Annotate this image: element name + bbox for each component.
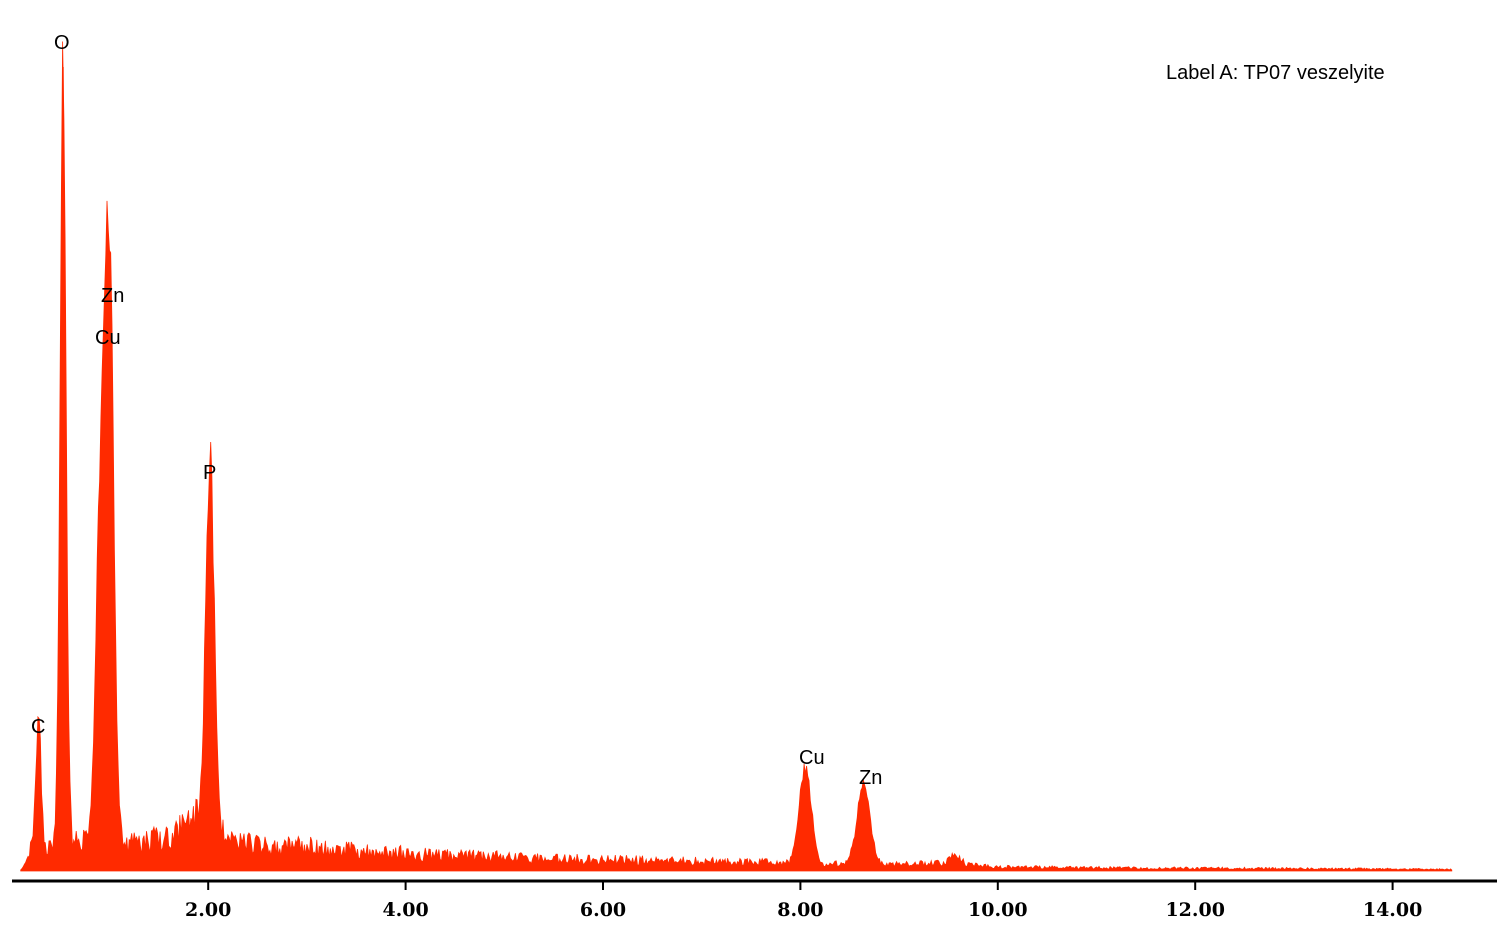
peak-label-zn-k: Zn xyxy=(859,767,882,789)
chart-label: Label A: TP07 veszelyite xyxy=(1166,62,1385,84)
peak-label-cu-l: Cu xyxy=(95,327,121,349)
peak-label-o: O xyxy=(54,32,70,54)
x-tick-label-0: 2.00 xyxy=(185,899,231,921)
peak-label-zn-l: Zn xyxy=(101,285,124,307)
x-tick-label-2: 6.00 xyxy=(580,899,626,921)
x-tick-label-3: 8.00 xyxy=(777,899,823,921)
spectrum-plot-area xyxy=(20,41,1453,872)
x-tick-label-6: 14.00 xyxy=(1363,899,1423,921)
spectrum-series xyxy=(20,41,1453,872)
peak-label-c: C xyxy=(31,716,45,738)
x-axis-ticks: 2.00 4.00 6.00 8.00 10.00 12.00 14.00 xyxy=(185,881,1422,921)
x-tick-label-4: 10.00 xyxy=(968,899,1028,921)
x-tick-label-5: 12.00 xyxy=(1165,899,1225,921)
peak-label-p: P xyxy=(203,462,216,484)
x-tick-label-1: 4.00 xyxy=(382,899,428,921)
peak-label-cu-k: Cu xyxy=(799,747,825,769)
